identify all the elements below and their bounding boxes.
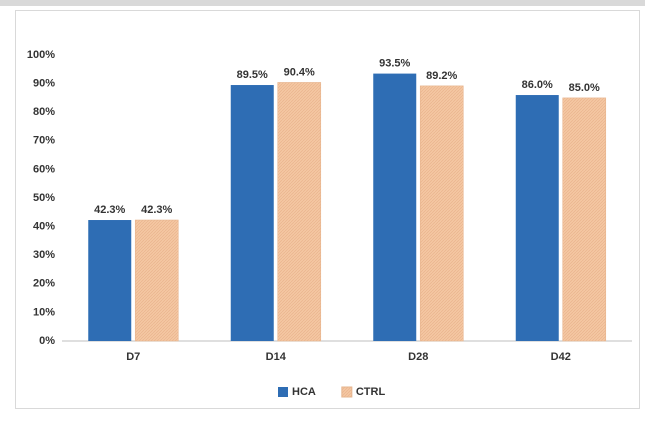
- bar: [88, 220, 132, 341]
- y-tick-label: 60%: [33, 163, 55, 175]
- bar: [373, 73, 417, 341]
- value-label: 89.2%: [426, 70, 457, 82]
- x-tick-label: D42: [551, 351, 571, 363]
- value-label: 42.3%: [94, 204, 125, 216]
- y-tick-label: 20%: [33, 278, 55, 290]
- legend-label: HCA: [292, 386, 316, 398]
- legend-swatch: [278, 387, 288, 397]
- y-tick-label: 80%: [33, 106, 55, 118]
- x-tick-label: D14: [266, 351, 287, 363]
- x-tick-label: D7: [126, 351, 140, 363]
- bar: [562, 97, 607, 342]
- legend-swatch: [341, 386, 353, 398]
- top-strip: [0, 0, 645, 6]
- value-label: 86.0%: [522, 79, 553, 91]
- y-tick-label: 50%: [33, 192, 55, 204]
- bar: [277, 82, 322, 342]
- value-label: 89.5%: [237, 69, 268, 81]
- y-tick-label: 10%: [33, 306, 55, 318]
- y-tick-label: 90%: [33, 78, 55, 90]
- bar: [230, 85, 274, 341]
- value-label: 90.4%: [284, 66, 315, 78]
- bar: [134, 219, 179, 342]
- y-tick-label: 70%: [33, 135, 55, 147]
- y-tick-label: 0%: [39, 335, 55, 347]
- x-tick-label: D28: [408, 351, 428, 363]
- value-label: 93.5%: [379, 57, 410, 69]
- value-label: 85.0%: [569, 82, 600, 94]
- y-tick-label: 30%: [33, 249, 55, 261]
- legend-label: CTRL: [356, 386, 386, 398]
- bar: [419, 85, 464, 342]
- y-tick-label: 100%: [27, 49, 55, 61]
- y-tick-label: 40%: [33, 221, 55, 233]
- value-label: 42.3%: [141, 204, 172, 216]
- bar: [515, 95, 559, 341]
